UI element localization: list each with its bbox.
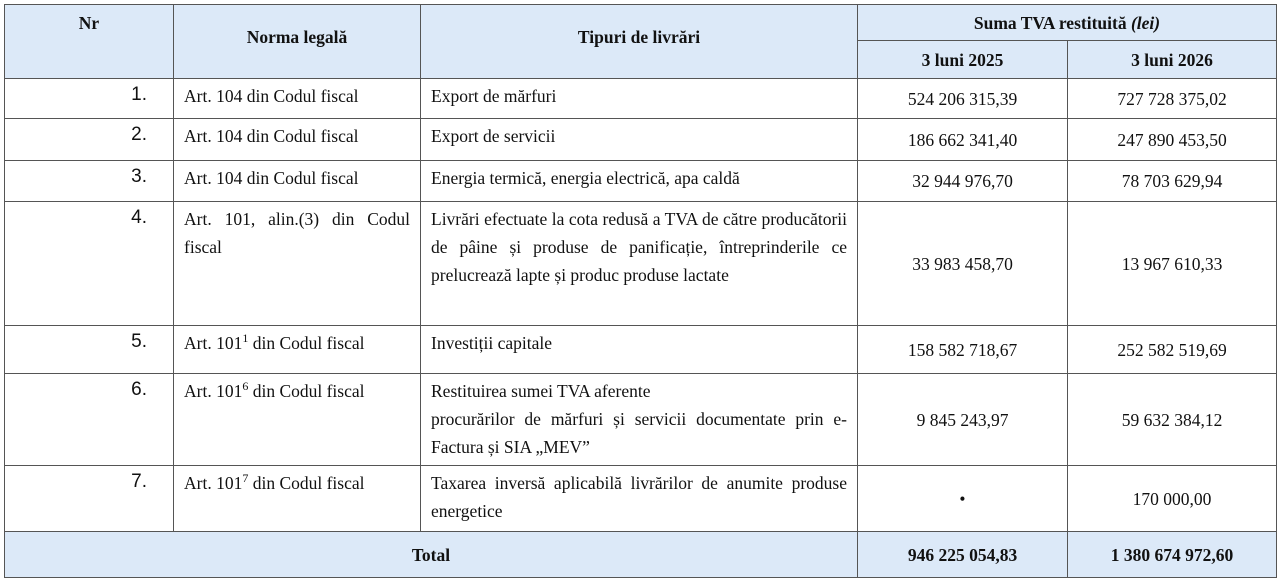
norm-text: Art. 104 din Codul fiscal [184,126,359,146]
header-suma-text: Suma TVA restituită [973,12,1127,33]
norm-tail: din Codul fiscal [252,381,365,401]
table-row: 7. Art. 1017 din Codul fiscal Taxarea inve… [4,465,1277,532]
norm-tail: din Codul fiscal [252,333,365,353]
table-row: 6. Art. 1016 din Codul fiscal Restituirea … [4,373,1277,466]
norm-text: Art. 101 [184,381,243,401]
delivery-type: Export de servicii [420,118,858,161]
row-number: 6. [4,373,174,466]
table-row: 2. Art. 104 din Codul fiscal Export de ser… [4,118,1277,161]
table-header: Nr Norma legală Tipuri de livrări Suma T… [4,4,1277,79]
norm-superscript: 7 [242,471,249,486]
row-number: 7. [4,465,174,532]
legal-norm: Art. 104 din Codul fiscal [173,160,421,202]
norm-text: Art. 104 din Codul fiscal [184,168,359,188]
row-number: 4. [4,201,174,326]
amount: 252 582 519,69 [1067,325,1277,374]
amount: • [857,465,1068,532]
amount: 247 890 453,50 [1067,118,1277,161]
amount: 32 944 976,70 [857,160,1068,202]
amount: 170 000,00 [1067,465,1277,532]
amount: 158 582 718,67 [857,325,1068,374]
norm-superscript: 1 [242,331,249,346]
total-label: Total [4,531,858,578]
norm-text: Art. 104 din Codul fiscal [184,86,359,106]
amount: 9 845 243,97 [857,373,1068,466]
delivery-type: Restituirea sumei TVA aferente procurăril… [420,373,858,466]
legal-norm: Art. 104 din Codul fiscal [173,78,421,119]
amount: 727 728 375,02 [1067,78,1277,119]
row-number: 2. [4,118,174,161]
delivery-line: procurărilor de mărfuri și servicii docu… [431,409,847,457]
legal-norm: Art. 101, alin.(3) din Codul fiscal [173,201,421,326]
table-row: 4. Art. 101, alin.(3) din Codul fiscal Liv… [4,201,1277,326]
amount: 186 662 341,40 [857,118,1068,161]
legal-norm: Art. 1016 din Codul fiscal [173,373,421,466]
vat-table: Nr Norma legală Tipuri de livrări Suma T… [4,4,1277,578]
delivery-type: Energia termică, energia electrică, apa … [420,160,858,202]
total-amount: 1 380 674 972,60 [1067,531,1277,578]
legal-norm: Art. 1011 din Codul fiscal [173,325,421,374]
header-tipuri: Tipuri de livrări [420,4,858,79]
header-period: 3 luni 2026 [1067,40,1277,79]
header-period: 3 luni 2025 [857,40,1068,79]
header-suma-unit: (lei) [1130,12,1161,33]
amount: 13 967 610,33 [1067,201,1277,326]
delivery-type: Livrări efectuate la cota redusă a TVA d… [420,201,858,326]
delivery-line: Energia termică, energia electrică, apa … [431,168,740,188]
legal-norm: Art. 1017 din Codul fiscal [173,465,421,532]
table-row: 3. Art. 104 din Codul fiscal Energia termi… [4,160,1277,202]
header-norma: Norma legală [173,4,421,79]
row-number: 3. [4,160,174,202]
amount: 33 983 458,70 [857,201,1068,326]
delivery-line: Export de servicii [431,126,556,146]
amount: 59 632 384,12 [1067,373,1277,466]
delivery-line: Export de mărfuri [431,86,557,106]
row-number: 1. [4,78,174,119]
norm-text: Art. 101 [184,333,243,353]
amount: 78 703 629,94 [1067,160,1277,202]
header-nr: Nr [4,4,174,79]
total-row: Total 946 225 054,83 1 380 674 972,60 [4,531,1277,578]
amount: 524 206 315,39 [857,78,1068,119]
norm-text: Art. 101, alin.(3) din Codul fiscal [184,209,410,257]
delivery-type: Taxarea inversă aplicabilă livrărilor de… [420,465,858,532]
table-row: 1. Art. 104 din Codul fiscal Export de măr… [4,78,1277,119]
delivery-type: Investiții capitale [420,325,858,374]
header-suma: Suma TVA restituită (lei) [857,4,1277,41]
delivery-line: Livrări efectuate la cota redusă a TVA d… [431,209,847,285]
row-number: 5. [4,325,174,374]
table-row: 5. Art. 1011 din Codul fiscal Investiții c… [4,325,1277,374]
delivery-line: Restituirea sumei TVA aferente [431,381,651,401]
total-amount: 946 225 054,83 [857,531,1068,578]
table-body: 1. Art. 104 din Codul fiscal Export de măr… [4,78,1277,578]
legal-norm: Art. 104 din Codul fiscal [173,118,421,161]
norm-tail: din Codul fiscal [252,473,365,493]
delivery-line: Investiții capitale [431,333,552,353]
norm-text: Art. 101 [184,473,243,493]
delivery-type: Export de mărfuri [420,78,858,119]
delivery-line: Taxarea inversă aplicabilă livrărilor de… [431,473,847,521]
norm-superscript: 6 [242,379,249,394]
